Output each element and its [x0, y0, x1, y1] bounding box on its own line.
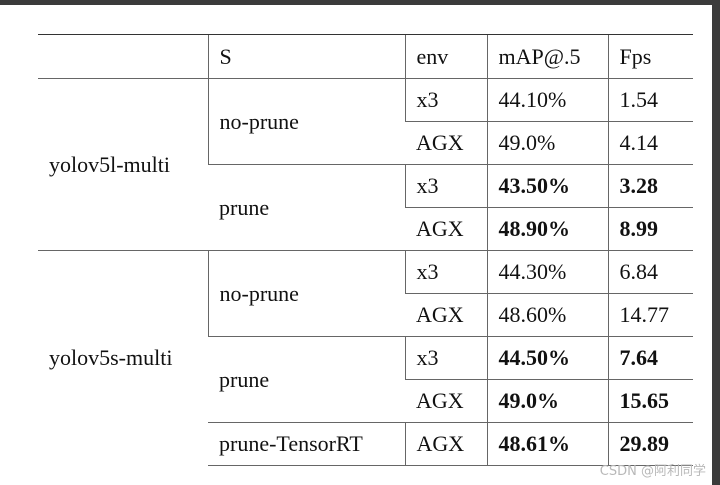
table-row: yolov5s-multi no-prune x3 44.30% 6.84 — [38, 250, 693, 466]
env-cell: AGX — [405, 207, 487, 251]
fps-cell: 6.84 — [607, 250, 693, 294]
header-cell: env — [404, 34, 487, 79]
map-cell: 48.90% — [486, 207, 608, 251]
table-row: prune-TensorRT AGX 48.61% 29.89 — [38, 422, 693, 466]
map-cell: 49.0% — [486, 121, 608, 165]
env-cell: x3 — [404, 164, 487, 208]
fps-cell: 1.54 — [607, 78, 693, 122]
watermark: CSDN @阿利同学 — [599, 464, 706, 479]
setting-cell: no-prune — [207, 250, 405, 337]
map-cell: 43.50% — [486, 164, 608, 208]
fps-cell: 4.14 — [607, 121, 693, 165]
fps-cell: 15.65 — [607, 379, 693, 423]
table-row: AGX 49.0% 4.14 — [38, 121, 693, 165]
header-cell: S — [207, 34, 405, 79]
map-cell: 44.50% — [486, 336, 608, 380]
table-row: yolov5l-multi no-prune x3 44.10% 1.54 — [38, 78, 693, 251]
setting-cell: no-prune — [207, 78, 405, 165]
model-cell: yolov5s-multi — [38, 250, 208, 466]
window-edge — [712, 0, 720, 485]
window-bar — [0, 0, 720, 5]
fps-cell: 3.28 — [607, 164, 693, 208]
table-row: prune x3 44.50% 7.64 — [38, 336, 693, 423]
table-row: prune x3 43.50% 3.28 — [38, 164, 693, 251]
map-cell: 44.30% — [486, 250, 608, 294]
map-cell: 48.61% — [486, 422, 608, 466]
corner-cell — [38, 34, 208, 79]
env-cell: x3 — [404, 336, 487, 380]
table-row: AGX 48.90% 8.99 — [38, 207, 693, 251]
map-cell: 49.0% — [486, 379, 608, 423]
setting-cell: prune — [208, 164, 405, 251]
fps-cell: 7.64 — [607, 336, 693, 380]
env-cell: AGX — [405, 293, 487, 337]
env-cell: x3 — [404, 78, 487, 122]
map-cell: 44.10% — [486, 78, 608, 122]
fps-cell: 29.89 — [607, 422, 693, 466]
table-row: AGX 49.0% 15.65 — [38, 379, 693, 423]
env-cell: AGX — [404, 422, 487, 466]
setting-cell: prune-TensorRT — [208, 422, 405, 466]
fps-cell: 14.77 — [607, 293, 693, 337]
setting-cell: prune — [208, 336, 405, 423]
map-cell: 48.60% — [486, 293, 608, 337]
model-cell: yolov5l-multi — [38, 78, 208, 251]
env-cell: x3 — [404, 250, 487, 294]
table-row: AGX 48.60% 14.77 — [38, 293, 693, 337]
fps-cell: 8.99 — [607, 207, 693, 251]
header-cell: Fps — [607, 34, 693, 79]
header-cell: mAP@.5 — [486, 34, 608, 79]
env-cell: AGX — [405, 121, 487, 165]
env-cell: AGX — [405, 379, 487, 423]
